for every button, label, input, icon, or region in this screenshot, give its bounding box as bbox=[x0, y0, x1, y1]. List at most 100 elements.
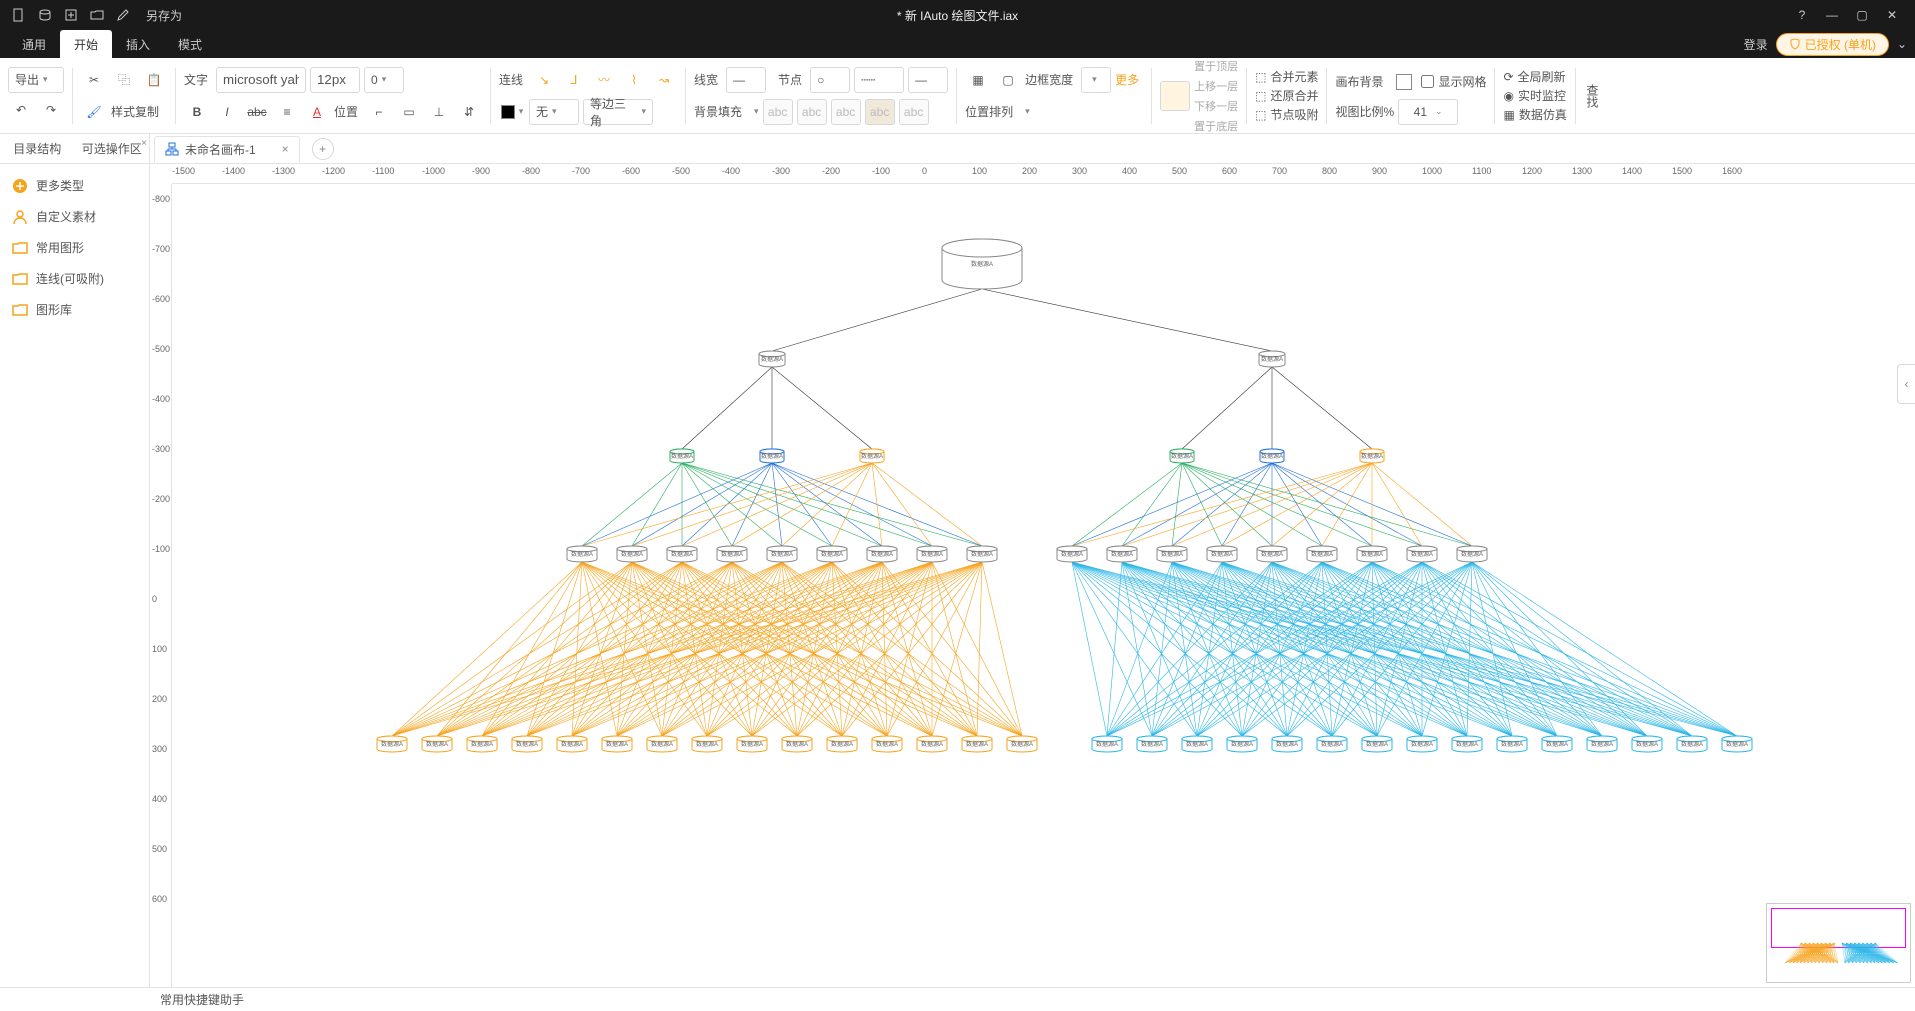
line-free-icon[interactable]: ↝ bbox=[651, 67, 677, 93]
line-poly-icon[interactable]: ⌇ bbox=[621, 67, 647, 93]
line-straight-icon[interactable]: ↘ bbox=[531, 67, 557, 93]
person-icon bbox=[12, 209, 28, 225]
sidebar-item-2[interactable]: 常用图形 bbox=[0, 232, 149, 263]
line-elbow-icon[interactable]: ⅃ bbox=[561, 67, 587, 93]
folder-icon bbox=[12, 302, 28, 318]
canvasbg-color[interactable] bbox=[1391, 69, 1417, 95]
tab-start[interactable]: 开始 bbox=[60, 30, 112, 58]
font-color-button[interactable]: A bbox=[304, 99, 330, 125]
chevron-down-icon[interactable]: ⌄ bbox=[1897, 37, 1907, 51]
tab-insert[interactable]: 插入 bbox=[112, 30, 164, 58]
undo-button[interactable]: ↶ bbox=[8, 97, 34, 123]
show-grid-toggle[interactable]: 显示网格 bbox=[1421, 73, 1486, 90]
distribute-button[interactable]: ⇵ bbox=[456, 99, 482, 125]
italic-button[interactable]: I bbox=[214, 99, 240, 125]
end-select[interactable]: — bbox=[908, 67, 948, 93]
doc-tab[interactable]: 未命名画布-1 × bbox=[154, 136, 300, 162]
layer-top[interactable]: 置于顶层 bbox=[1194, 58, 1238, 74]
abc-btn-5[interactable]: abc bbox=[899, 99, 929, 125]
export-button[interactable]: 导出▾ bbox=[8, 67, 64, 93]
abc-btn-2[interactable]: abc bbox=[797, 99, 827, 125]
shape-fill-icon[interactable]: ▦ bbox=[965, 67, 991, 93]
save-as-label[interactable]: 另存为 bbox=[146, 7, 182, 24]
close-icon[interactable]: × bbox=[141, 138, 147, 149]
svg-text:数据源A: 数据源A bbox=[651, 740, 673, 748]
abc-btn-4[interactable]: abc bbox=[865, 99, 895, 125]
realtime-monitor[interactable]: ◉实时监控 bbox=[1503, 87, 1566, 104]
sidebar-tab-actions[interactable]: 可选操作区× bbox=[75, 134, 150, 163]
line-color-button[interactable]: ▾ bbox=[499, 99, 525, 125]
position-label: 位置 bbox=[334, 103, 358, 120]
canvas[interactable]: 数据源A数据源A数据源A数据源A数据源A数据源A数据源A数据源A数据源A数据源A… bbox=[172, 184, 1915, 987]
sidebar-item-4[interactable]: 图形库 bbox=[0, 294, 149, 325]
valign-top-button[interactable]: ⌐ bbox=[366, 99, 392, 125]
bold-button[interactable]: B bbox=[184, 99, 210, 125]
align-button[interactable]: ≡ bbox=[274, 99, 300, 125]
font-label: 文字 bbox=[184, 71, 208, 88]
fill-select[interactable]: 无▾ bbox=[529, 99, 579, 125]
sidebar-item-0[interactable]: 更多类型 bbox=[0, 170, 149, 201]
sidebar-tab-structure[interactable]: 目录结构 bbox=[0, 134, 75, 163]
preview-icon[interactable] bbox=[1160, 81, 1190, 111]
redo-button[interactable]: ↷ bbox=[38, 97, 64, 123]
tab-mode[interactable]: 模式 bbox=[164, 30, 216, 58]
cut-button[interactable]: ✂ bbox=[81, 67, 107, 93]
halign-button[interactable]: ⊥ bbox=[426, 99, 452, 125]
search-button[interactable]: 查找 bbox=[1584, 84, 1601, 108]
unmerge-button[interactable]: ⬚还原合并 bbox=[1255, 87, 1318, 104]
paste-button[interactable]: 📋 bbox=[141, 67, 167, 93]
font-family-input[interactable] bbox=[216, 67, 306, 93]
linewidth-select[interactable]: — bbox=[726, 67, 766, 93]
abc-btn-1[interactable]: abc bbox=[763, 99, 793, 125]
new-file-icon[interactable] bbox=[8, 4, 30, 26]
arrow-select[interactable]: 等边三角▾ bbox=[583, 99, 653, 125]
minimize-icon[interactable]: — bbox=[1817, 8, 1847, 22]
borderwidth-select[interactable]: ▾ bbox=[1081, 67, 1111, 93]
snap-button[interactable]: ⬚节点吸附 bbox=[1255, 106, 1318, 123]
format-painter-icon[interactable]: 🖌 bbox=[81, 99, 107, 125]
svg-text:数据源A: 数据源A bbox=[921, 550, 943, 558]
layer-down[interactable]: 下移一层 bbox=[1194, 98, 1238, 114]
login-link[interactable]: 登录 bbox=[1744, 36, 1768, 53]
shortcut-helper[interactable]: 常用快捷键助手 bbox=[160, 991, 244, 1008]
export-icon[interactable] bbox=[60, 4, 82, 26]
maximize-icon[interactable]: ▢ bbox=[1847, 8, 1877, 22]
help-icon[interactable]: ? bbox=[1787, 8, 1817, 22]
sidebar-item-label: 常用图形 bbox=[36, 239, 84, 256]
open-icon[interactable] bbox=[86, 4, 108, 26]
layer-bottom[interactable]: 置于底层 bbox=[1194, 118, 1238, 134]
layer-up[interactable]: 上移一层 bbox=[1194, 78, 1238, 94]
node-label: 节点 bbox=[778, 71, 802, 88]
data-sim[interactable]: ▦数据仿真 bbox=[1503, 106, 1566, 123]
edit-icon[interactable] bbox=[112, 4, 134, 26]
sidebar-item-1[interactable]: 自定义素材 bbox=[0, 201, 149, 232]
merge-button[interactable]: ⬚合并元素 bbox=[1255, 68, 1318, 85]
shape-border-icon[interactable]: ▢ bbox=[995, 67, 1021, 93]
close-icon[interactable]: ✕ bbox=[1877, 8, 1907, 22]
tab-general[interactable]: 通用 bbox=[8, 30, 60, 58]
license-badge[interactable]: 已授权 (单机) bbox=[1776, 33, 1889, 56]
svg-text:数据源A: 数据源A bbox=[471, 740, 493, 748]
right-panel-toggle[interactable]: ‹ bbox=[1897, 364, 1915, 404]
node-style-select[interactable]: ○ bbox=[810, 67, 850, 93]
copy-button[interactable]: ⿻ bbox=[111, 67, 137, 93]
line-curve-icon[interactable]: 〰 bbox=[591, 67, 617, 93]
valign-mid-button[interactable]: ▭ bbox=[396, 99, 422, 125]
svg-text:数据源A: 数据源A bbox=[1111, 550, 1133, 558]
strike-button[interactable]: abc bbox=[244, 99, 270, 125]
zoom-value[interactable]: 41⌄ bbox=[1398, 99, 1458, 125]
minimap[interactable] bbox=[1766, 903, 1911, 983]
titlebar: 另存为 * 新 IAuto 绘图文件.iax ? — ▢ ✕ bbox=[0, 0, 1915, 30]
close-tab-icon[interactable]: × bbox=[282, 142, 289, 156]
opacity-select[interactable]: 0▾ bbox=[364, 67, 404, 93]
font-size-input[interactable] bbox=[310, 67, 360, 93]
more-link[interactable]: 更多 bbox=[1115, 71, 1139, 88]
save-icon[interactable] bbox=[34, 4, 56, 26]
abc-btn-3[interactable]: abc bbox=[831, 99, 861, 125]
dash-select[interactable]: ┄┄ bbox=[854, 67, 904, 93]
add-tab-button[interactable]: + bbox=[312, 138, 334, 160]
refresh-all[interactable]: ⟳全局刷新 bbox=[1503, 68, 1566, 85]
sidebar-item-3[interactable]: 连线(可吸附) bbox=[0, 263, 149, 294]
possort-label[interactable]: 位置排列 bbox=[965, 103, 1013, 120]
svg-text:数据源A: 数据源A bbox=[1726, 740, 1748, 748]
